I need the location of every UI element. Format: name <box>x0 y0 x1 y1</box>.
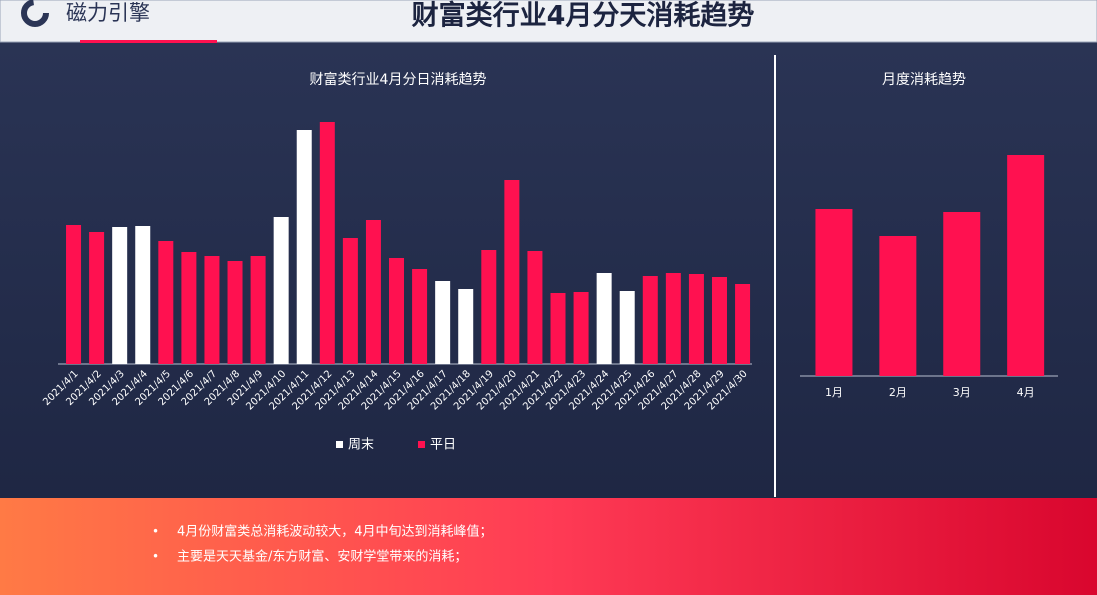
chart-title: 月度消耗趋势 <box>882 72 966 88</box>
logo-underline <box>80 40 217 43</box>
legend-label: 平日 <box>430 438 456 453</box>
bar <box>435 281 451 364</box>
bar <box>458 289 474 364</box>
bar <box>665 273 681 364</box>
bar <box>135 226 151 364</box>
bar <box>504 180 520 364</box>
note: 4月份财富类总消耗波动较大，4月中旬达到消耗峰值； <box>177 524 493 540</box>
bar <box>342 238 358 364</box>
x-tick-label: 4月 <box>1017 386 1035 399</box>
bar <box>943 212 981 376</box>
x-tick-label: 3月 <box>953 386 971 399</box>
bar <box>550 293 566 364</box>
legend-swatch <box>336 441 343 448</box>
bar <box>815 209 853 376</box>
page-title: 财富类行业4月分天消耗趋势 <box>412 0 755 32</box>
x-tick-label: 1月 <box>825 386 843 399</box>
bullet: • <box>152 550 159 564</box>
x-tick-label: 2月 <box>889 386 907 399</box>
bar <box>158 241 174 364</box>
bar <box>711 277 727 364</box>
bar <box>596 273 612 364</box>
bar <box>642 276 658 364</box>
bar <box>1007 155 1045 376</box>
bar <box>735 284 751 364</box>
logo-icon <box>21 0 49 27</box>
bar <box>89 232 105 364</box>
logo-text: 磁力引擎 <box>66 1 150 25</box>
chart-title: 财富类行业4月分日消耗趋势 <box>310 71 487 88</box>
bar <box>204 256 220 364</box>
bar <box>573 292 589 364</box>
bar <box>879 236 917 376</box>
bar <box>250 256 266 364</box>
bar <box>365 220 381 364</box>
bar <box>389 258 405 364</box>
bar <box>227 261 243 364</box>
bar <box>66 225 82 364</box>
bar <box>273 217 289 364</box>
bar <box>688 274 704 364</box>
bar <box>181 252 197 364</box>
bullet: • <box>152 525 159 539</box>
bar <box>319 122 335 364</box>
bar <box>481 250 497 364</box>
bar <box>412 269 428 364</box>
bar <box>296 130 312 364</box>
bar <box>619 291 635 364</box>
legend-label: 周末 <box>348 438 374 453</box>
bar <box>112 227 128 364</box>
notes-band <box>0 498 1097 595</box>
legend-swatch <box>418 441 425 448</box>
note: 主要是天天基金/东方财富、安财学堂带来的消耗； <box>177 549 467 565</box>
header-bar <box>0 0 1097 43</box>
bar <box>527 251 543 364</box>
